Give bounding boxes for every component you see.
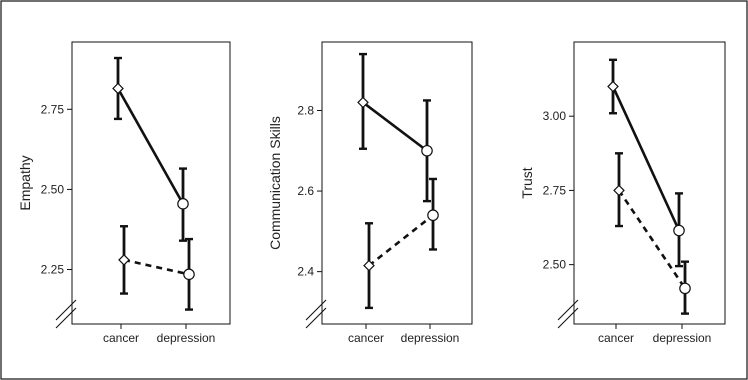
axis-break-mark <box>557 299 579 321</box>
series-line <box>116 87 185 205</box>
point-diamond <box>613 184 625 197</box>
axis-break-mark <box>557 307 579 329</box>
x-tick-label: depression <box>653 331 712 345</box>
x-tick-label: cancer <box>348 331 384 345</box>
panel-2: 2.4 2.6 2.8 cancer depression Communication S… <box>267 41 473 345</box>
plot-frame <box>321 41 473 325</box>
panel-3: 2.50 2.75 3.00 cancer depression Trust <box>519 41 726 345</box>
series-solid <box>607 58 685 268</box>
point-circle <box>177 198 189 210</box>
series-line <box>362 101 428 152</box>
series-dashed <box>613 152 691 315</box>
series-line <box>368 214 434 267</box>
series-dashed <box>363 177 439 310</box>
y-tick-label: 2.75 <box>41 102 65 116</box>
y-axis-label: Empathy <box>17 155 33 210</box>
point-diamond <box>357 96 369 109</box>
axis-break-mark <box>55 299 77 321</box>
plot-frame <box>71 41 231 325</box>
point-circle <box>183 268 195 281</box>
x-tick-label: cancer <box>598 331 634 345</box>
y-tick-label: 2.6 <box>297 184 314 198</box>
point-circle <box>679 282 691 295</box>
series-line <box>611 85 681 232</box>
series-solid <box>357 52 433 203</box>
y-tick-label: 2.25 <box>41 263 65 277</box>
panel-1: 2.25 2.50 2.75 cancer depression Empathy <box>17 41 231 345</box>
x-tick-label: cancer <box>103 331 139 345</box>
y-tick-label: 3.00 <box>543 109 567 123</box>
y-axis-label: Trust <box>519 167 535 198</box>
y-tick-label: 2.50 <box>543 258 567 272</box>
series-dashed <box>118 225 195 311</box>
point-circle <box>421 144 433 157</box>
axis-break-mark <box>305 307 327 329</box>
y-tick-label: 2.75 <box>543 183 567 197</box>
axis-break-mark <box>305 299 327 321</box>
y-tick-label: 2.4 <box>297 265 314 279</box>
y-axis-label: Communication Skills <box>267 116 283 250</box>
series-line <box>123 258 190 276</box>
axis-break-mark <box>55 307 77 329</box>
point-diamond <box>112 82 124 95</box>
point-circle <box>673 224 685 237</box>
series-line <box>617 189 687 290</box>
point-diamond <box>607 80 619 93</box>
y-tick-label: 2.8 <box>297 103 314 117</box>
point-circle <box>427 209 439 222</box>
plot-frame <box>573 41 726 325</box>
point-diamond <box>118 254 130 266</box>
y-tick-label: 2.50 <box>41 182 65 196</box>
x-tick-label: depression <box>157 331 216 345</box>
x-tick-label: depression <box>401 331 460 345</box>
point-diamond <box>363 259 375 272</box>
series-solid <box>112 56 189 242</box>
